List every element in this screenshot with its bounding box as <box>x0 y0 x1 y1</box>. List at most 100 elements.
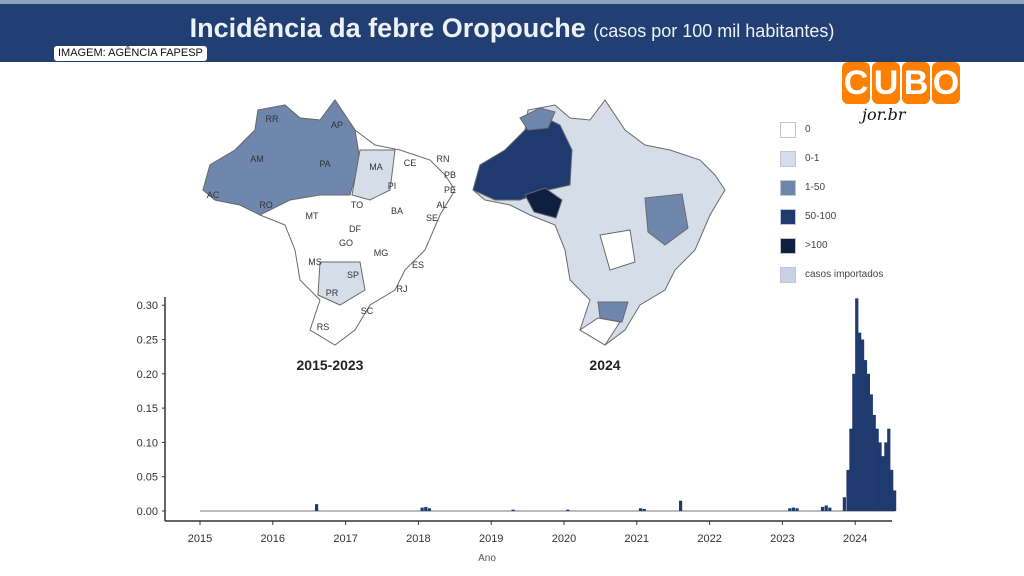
state-label: RJ <box>397 284 408 294</box>
legend-label: 0 <box>805 124 811 135</box>
state-sc <box>597 301 629 323</box>
bar <box>893 490 897 511</box>
bar <box>791 507 796 511</box>
x-tick-label: 2015 <box>188 533 212 545</box>
x-tick-label: 2024 <box>843 533 867 545</box>
legend-label: 1-50 <box>805 182 826 193</box>
map-legend: 0 0-1 1-50 50-100 >100 casos importados <box>780 115 883 289</box>
north-region <box>202 99 361 216</box>
state-label: PR <box>326 288 339 298</box>
bar <box>849 428 853 511</box>
state-label: GO <box>339 238 353 248</box>
legend-label: casos importados <box>805 269 884 280</box>
state-label: RS <box>317 322 330 332</box>
bar <box>820 506 825 511</box>
bar <box>828 507 832 511</box>
x-tick-label: 2023 <box>770 533 794 545</box>
legend-label: 50-100 <box>805 211 837 222</box>
y-tick-label: 0.15 <box>137 403 158 415</box>
y-tick-label: 0.10 <box>137 437 158 449</box>
y-tick-label: 0.25 <box>137 335 158 347</box>
state-label: SC <box>361 306 374 316</box>
bar <box>642 508 646 511</box>
bar <box>566 509 570 511</box>
bar <box>427 508 432 511</box>
bar <box>511 509 515 511</box>
map-2015-2023 <box>202 99 456 346</box>
state-label: AM <box>250 154 264 164</box>
state-mt <box>599 229 636 271</box>
state-rs <box>579 317 621 346</box>
state-label: RR <box>266 114 279 124</box>
bar <box>314 504 319 511</box>
y-tick-label: 0.00 <box>137 506 158 518</box>
bar <box>878 442 882 511</box>
state-label: SP <box>347 270 359 280</box>
bar <box>866 373 871 511</box>
x-tick-label: 2017 <box>333 533 357 545</box>
state-label: PB <box>444 170 456 180</box>
bar <box>852 373 856 511</box>
bar <box>788 508 792 511</box>
legend-swatch <box>780 150 796 167</box>
state-label: MS <box>308 257 322 267</box>
bar <box>855 298 859 511</box>
legend-swatch <box>780 208 796 225</box>
state-label: MT <box>306 211 319 221</box>
title-subtitle: (casos por 100 mil habitantes) <box>593 21 835 41</box>
map-label-2015-2023: 2015-2023 <box>297 357 364 373</box>
legend-swatch <box>780 121 796 138</box>
state-label: PI <box>388 181 397 191</box>
map-2024 <box>472 99 726 346</box>
legend-item: casos importados <box>780 260 883 289</box>
state-label: DF <box>349 224 361 234</box>
state-label: AC <box>207 190 220 200</box>
title-text: Incidência da febre Oropouche <box>189 13 586 43</box>
legend-label: 0-1 <box>805 153 820 164</box>
bar <box>842 497 846 511</box>
state-rr <box>519 107 556 131</box>
bar <box>863 360 868 511</box>
bar <box>884 442 888 511</box>
state-label: SE <box>426 213 438 223</box>
state-label: AL <box>436 200 447 210</box>
y-tick-label: 0.05 <box>137 472 158 484</box>
bar <box>420 507 424 511</box>
bar <box>860 339 865 511</box>
state-label: PA <box>319 159 330 169</box>
cubo-logo: C U B O jor.br <box>842 62 964 124</box>
top-border <box>0 0 1024 4</box>
x-tick-label: 2019 <box>479 533 503 545</box>
bar <box>638 508 643 511</box>
x-tick-label: 2016 <box>261 533 285 545</box>
bar <box>824 505 828 511</box>
x-tick-label: 2022 <box>697 533 721 545</box>
bar <box>887 428 891 511</box>
state-label: RN <box>437 154 450 164</box>
state-ba <box>644 193 689 246</box>
state-label: ES <box>412 260 424 270</box>
bar <box>424 506 428 511</box>
northeast-light <box>351 149 396 201</box>
bar <box>881 456 885 511</box>
logo-letter: O <box>932 62 960 104</box>
bar <box>846 469 850 511</box>
bar <box>858 332 862 511</box>
legend-item: >100 <box>780 231 883 260</box>
legend-swatch <box>780 179 796 196</box>
state-label: CE <box>404 158 417 168</box>
logo-letter: U <box>872 62 900 104</box>
legend-swatch <box>780 237 796 254</box>
bar <box>872 414 876 511</box>
x-tick-label: 2018 <box>406 533 430 545</box>
logo-letter: C <box>842 62 870 104</box>
legend-item: 50-100 <box>780 202 883 231</box>
state-label: TO <box>351 200 363 210</box>
logo-script: jor.br <box>862 105 906 124</box>
image-credit: IMAGEM: AGÊNCIA FAPESP <box>54 46 207 61</box>
bar <box>875 428 879 511</box>
bar <box>678 500 683 511</box>
legend-item: 0 <box>780 115 883 144</box>
state-label: RO <box>259 200 273 210</box>
